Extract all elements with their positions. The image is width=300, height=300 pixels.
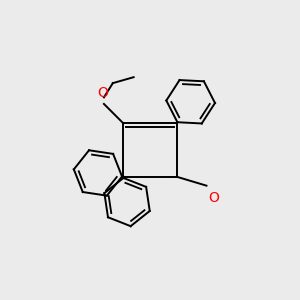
Text: O: O bbox=[208, 191, 219, 205]
Text: O: O bbox=[97, 86, 108, 100]
